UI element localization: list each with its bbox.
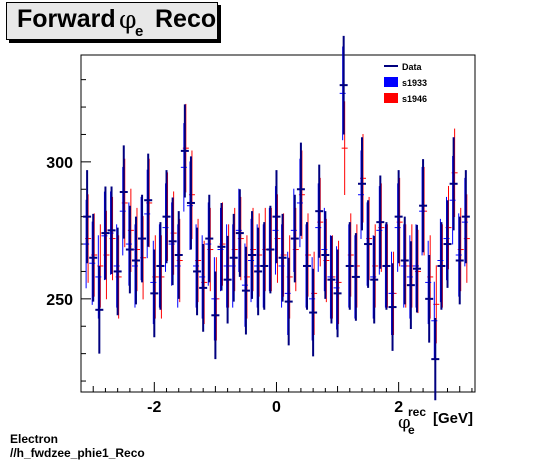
legend-label: Data: [402, 62, 423, 72]
x-axis-label-superscript: rec: [408, 405, 426, 419]
y-tick-label: 300: [46, 155, 73, 172]
plot-frame: [80, 54, 476, 393]
histogram-title-box: Forward φ e Reco: [6, 2, 218, 40]
legend-label: s1933: [402, 78, 427, 88]
x-axis-label-unit: [GeV]: [433, 410, 473, 427]
x-tick-label: 0: [272, 399, 281, 416]
footer-histogram-path: //h_fwdzee_phie1_Reco: [10, 446, 145, 460]
title-phi-symbol: φ: [119, 5, 137, 34]
x-axis-label-phi: φ: [398, 412, 411, 433]
title-text: Forward: [17, 5, 116, 33]
footer-label-electron: Electron: [10, 432, 59, 446]
legend-label: s1946: [402, 94, 427, 104]
x-tick-label: -2: [147, 399, 161, 416]
x-axis-label-subscript: e: [408, 423, 415, 437]
title-suffix: Reco: [155, 5, 217, 33]
legend-swatch-s1933: [384, 77, 398, 87]
x-tick-label: 2: [394, 399, 403, 416]
y-tick-label: 250: [46, 292, 73, 309]
legend-swatch-s1946: [384, 93, 398, 103]
title-subscript: e: [135, 23, 144, 40]
